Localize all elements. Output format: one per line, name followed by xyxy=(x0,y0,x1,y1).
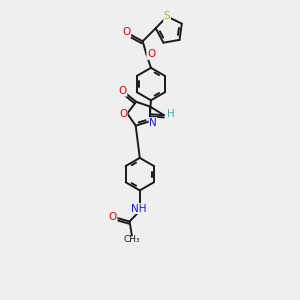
Text: CH₃: CH₃ xyxy=(124,235,140,244)
Text: NH: NH xyxy=(130,203,146,214)
Text: O: O xyxy=(147,49,155,59)
Text: O: O xyxy=(109,212,117,222)
Text: O: O xyxy=(122,27,130,38)
Text: O: O xyxy=(118,86,127,96)
Text: O: O xyxy=(119,109,127,118)
Text: H: H xyxy=(167,109,174,119)
Text: N: N xyxy=(149,118,157,128)
Text: S: S xyxy=(164,11,170,22)
